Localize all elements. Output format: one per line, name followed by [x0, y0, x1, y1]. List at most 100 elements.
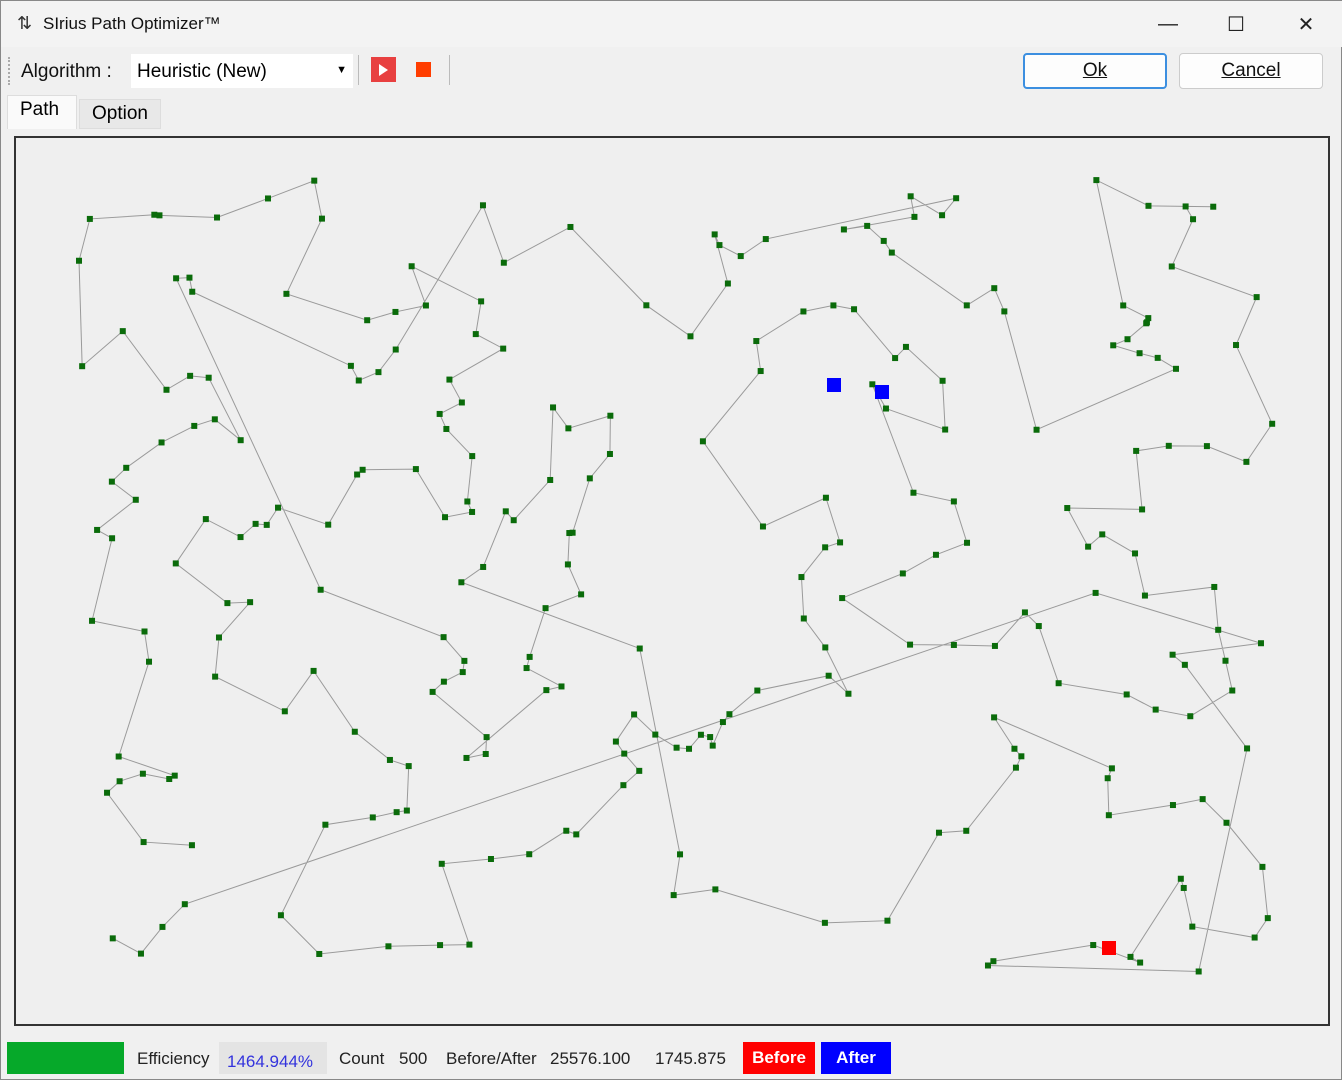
path-point [461, 657, 468, 664]
path-point [1090, 942, 1097, 949]
path-point [1195, 968, 1202, 975]
path-point [137, 950, 144, 957]
toolbar-grip[interactable] [8, 57, 12, 85]
path-point [215, 634, 222, 641]
path-point [837, 539, 844, 546]
path-point [643, 302, 650, 309]
algorithm-label: Algorithm : [21, 61, 112, 82]
path-point [1243, 458, 1250, 465]
after-marker [875, 385, 889, 399]
path-point [1012, 764, 1019, 771]
path-point [1108, 765, 1115, 772]
path-point [757, 368, 764, 375]
path-point [1123, 691, 1130, 698]
path-point [385, 943, 392, 950]
path-point [822, 544, 829, 551]
path-point [405, 763, 412, 770]
path-point [712, 886, 719, 893]
path-point [1177, 875, 1184, 882]
path-point [558, 683, 565, 690]
play-icon[interactable] [371, 57, 396, 82]
path-point [1172, 365, 1179, 372]
path-line [78, 179, 1273, 972]
after-legend-button[interactable]: After [821, 1042, 891, 1074]
path-point [437, 942, 444, 949]
path-point [459, 669, 466, 676]
ok-button[interactable]: Ok [1023, 53, 1167, 89]
path-point [172, 560, 179, 567]
minimize-button[interactable]: — [1158, 12, 1178, 35]
path-point [355, 377, 362, 384]
path-point [798, 574, 805, 581]
path-point [1269, 420, 1276, 427]
maximize-button[interactable]: ☐ [1227, 13, 1245, 36]
path-point [631, 711, 638, 718]
path-point [392, 308, 399, 315]
path-point [612, 738, 619, 745]
path-point [463, 754, 470, 761]
path-point [94, 526, 101, 533]
path-point [1021, 609, 1028, 616]
path-point [1124, 336, 1131, 343]
path-point [839, 595, 846, 602]
path-point [907, 641, 914, 648]
path-point [754, 687, 761, 694]
path-point [864, 222, 871, 229]
efficiency-value: 1464.944% [227, 1052, 314, 1071]
path-point [479, 202, 486, 209]
path-point [436, 410, 443, 417]
path-point [1093, 177, 1100, 184]
path-point [123, 464, 130, 471]
before-legend-button[interactable]: Before [743, 1042, 815, 1074]
algorithm-select[interactable]: Heuristic (New) ▼ [131, 54, 353, 88]
path-point [547, 476, 554, 483]
count-label: Count [339, 1049, 385, 1068]
path-point [726, 711, 733, 718]
path-point [621, 750, 628, 757]
before-value: 25576.100 [550, 1049, 631, 1068]
path-point [569, 529, 576, 536]
path-point [759, 523, 766, 530]
close-button[interactable]: ✕ [1297, 13, 1315, 36]
path-point [412, 466, 419, 473]
after-marker [827, 378, 841, 392]
path-canvas[interactable] [14, 136, 1330, 1026]
path-point [1199, 796, 1206, 803]
path-point [156, 212, 163, 219]
path-point [1223, 819, 1230, 826]
path-point [237, 534, 244, 541]
path-point [310, 667, 317, 674]
path-point [1132, 550, 1139, 557]
path-point [1145, 315, 1152, 322]
path-point [442, 514, 449, 521]
path-point [500, 345, 507, 352]
path-point [469, 508, 476, 515]
path-point [990, 958, 997, 965]
path-point [1139, 506, 1146, 513]
path-point [716, 242, 723, 249]
path-point [845, 690, 852, 697]
path-point [1244, 745, 1251, 752]
path-point [984, 962, 991, 969]
path-point [510, 517, 517, 524]
path-point [1222, 657, 1229, 664]
path-point [1136, 350, 1143, 357]
tab-path[interactable]: Path [7, 95, 77, 129]
tab-option[interactable]: Option [79, 99, 161, 129]
path-point [281, 708, 288, 715]
path-point [907, 193, 914, 200]
path-point [753, 338, 760, 345]
path-point [189, 288, 196, 295]
path-point [316, 950, 323, 957]
path-point [502, 508, 509, 515]
path-point [1127, 953, 1134, 960]
path-point [884, 917, 891, 924]
path-point [902, 343, 909, 350]
stop-icon[interactable] [416, 62, 431, 77]
cancel-button[interactable]: Cancel [1179, 53, 1323, 89]
path-point [719, 719, 726, 726]
path-point [1120, 302, 1127, 309]
path-point [202, 516, 209, 523]
path-point [277, 912, 284, 919]
path-point [158, 439, 165, 446]
